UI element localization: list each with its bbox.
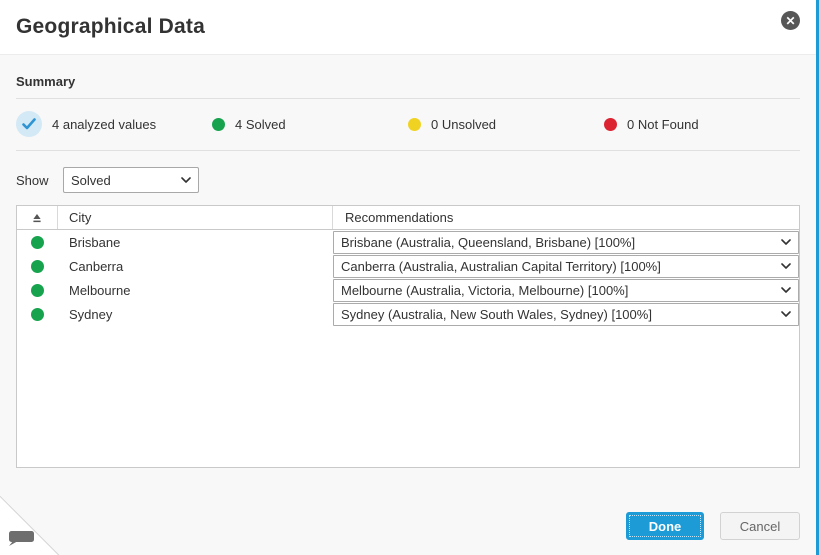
table-row: Brisbane Brisbane (Australia, Queensland… bbox=[17, 230, 799, 254]
close-icon[interactable]: ✕ bbox=[781, 11, 800, 30]
table-row: Melbourne Melbourne (Australia, Victoria… bbox=[17, 278, 799, 302]
recommendation-select[interactable]: Brisbane (Australia, Queensland, Brisban… bbox=[333, 230, 799, 254]
show-filter-row: Show Solved bbox=[16, 167, 800, 193]
divider bbox=[16, 150, 800, 151]
recommendation-select[interactable]: Sydney (Australia, New South Wales, Sydn… bbox=[333, 302, 799, 326]
show-select-wrap: Solved bbox=[63, 167, 199, 193]
summary-item-solved: 4 Solved bbox=[212, 117, 408, 132]
recommendation-select[interactable]: Canberra (Australia, Australian Capital … bbox=[333, 254, 799, 278]
recommendation-select-wrap: Brisbane (Australia, Queensland, Brisban… bbox=[333, 230, 799, 254]
city-cell: Sydney bbox=[69, 306, 113, 322]
show-label: Show bbox=[16, 172, 49, 188]
solved-dot-icon bbox=[212, 117, 225, 131]
done-button[interactable]: Done bbox=[626, 512, 704, 540]
dialog-title: Geographical Data bbox=[16, 15, 205, 38]
city-cell: Melbourne bbox=[69, 282, 131, 298]
dialog-header: Geographical Data ✕ bbox=[0, 0, 816, 54]
table-row: Sydney Sydney (Australia, New South Wale… bbox=[17, 302, 799, 326]
city-cell: Brisbane bbox=[69, 234, 121, 250]
not-found-label: 0 Not Found bbox=[627, 116, 699, 132]
results-table: City Recommendations Brisbane Brisbane (… bbox=[16, 205, 800, 468]
comment-bubble-icon bbox=[6, 530, 36, 552]
summary-item-analyzed: 4 analyzed values bbox=[16, 111, 212, 137]
table-body: Brisbane Brisbane (Australia, Queensland… bbox=[17, 230, 799, 326]
table-header-row: City Recommendations bbox=[17, 206, 799, 230]
dialog-footer: Done Cancel bbox=[626, 512, 800, 540]
analyzed-label: 4 analyzed values bbox=[52, 116, 157, 132]
summary-heading: Summary bbox=[16, 74, 76, 89]
column-header-recommendations[interactable]: Recommendations bbox=[345, 210, 454, 225]
row-solved-dot-icon bbox=[31, 235, 44, 249]
recommendation-select-wrap: Melbourne (Australia, Victoria, Melbourn… bbox=[333, 278, 799, 302]
row-solved-dot-icon bbox=[31, 259, 44, 273]
not-found-dot-icon bbox=[604, 117, 617, 131]
divider bbox=[16, 98, 800, 99]
sort-ascending-icon[interactable] bbox=[17, 206, 58, 229]
city-cell: Canberra bbox=[69, 258, 124, 274]
show-filter-select[interactable]: Solved bbox=[63, 167, 199, 193]
recommendation-select-wrap: Sydney (Australia, New South Wales, Sydn… bbox=[333, 302, 799, 326]
unsolved-label: 0 Unsolved bbox=[431, 116, 497, 132]
recommendation-select-wrap: Canberra (Australia, Australian Capital … bbox=[333, 254, 799, 278]
summary-item-unsolved: 0 Unsolved bbox=[408, 117, 604, 132]
dialog-body: Summary 4 analyzed values 4 Solved 0 Uns… bbox=[0, 54, 816, 555]
recommendation-select[interactable]: Melbourne (Australia, Victoria, Melbourn… bbox=[333, 278, 799, 302]
summary-item-not-found: 0 Not Found bbox=[604, 117, 800, 132]
row-solved-dot-icon bbox=[31, 283, 44, 297]
analyzed-check-icon bbox=[16, 111, 42, 137]
solved-label: 4 Solved bbox=[235, 116, 286, 132]
row-solved-dot-icon bbox=[31, 307, 44, 321]
summary-status-row: 4 analyzed values 4 Solved 0 Unsolved 0 … bbox=[16, 99, 800, 150]
column-header-city[interactable]: City bbox=[58, 206, 333, 229]
cancel-button[interactable]: Cancel bbox=[720, 512, 800, 540]
unsolved-dot-icon bbox=[408, 117, 421, 131]
table-row: Canberra Canberra (Australia, Australian… bbox=[17, 254, 799, 278]
